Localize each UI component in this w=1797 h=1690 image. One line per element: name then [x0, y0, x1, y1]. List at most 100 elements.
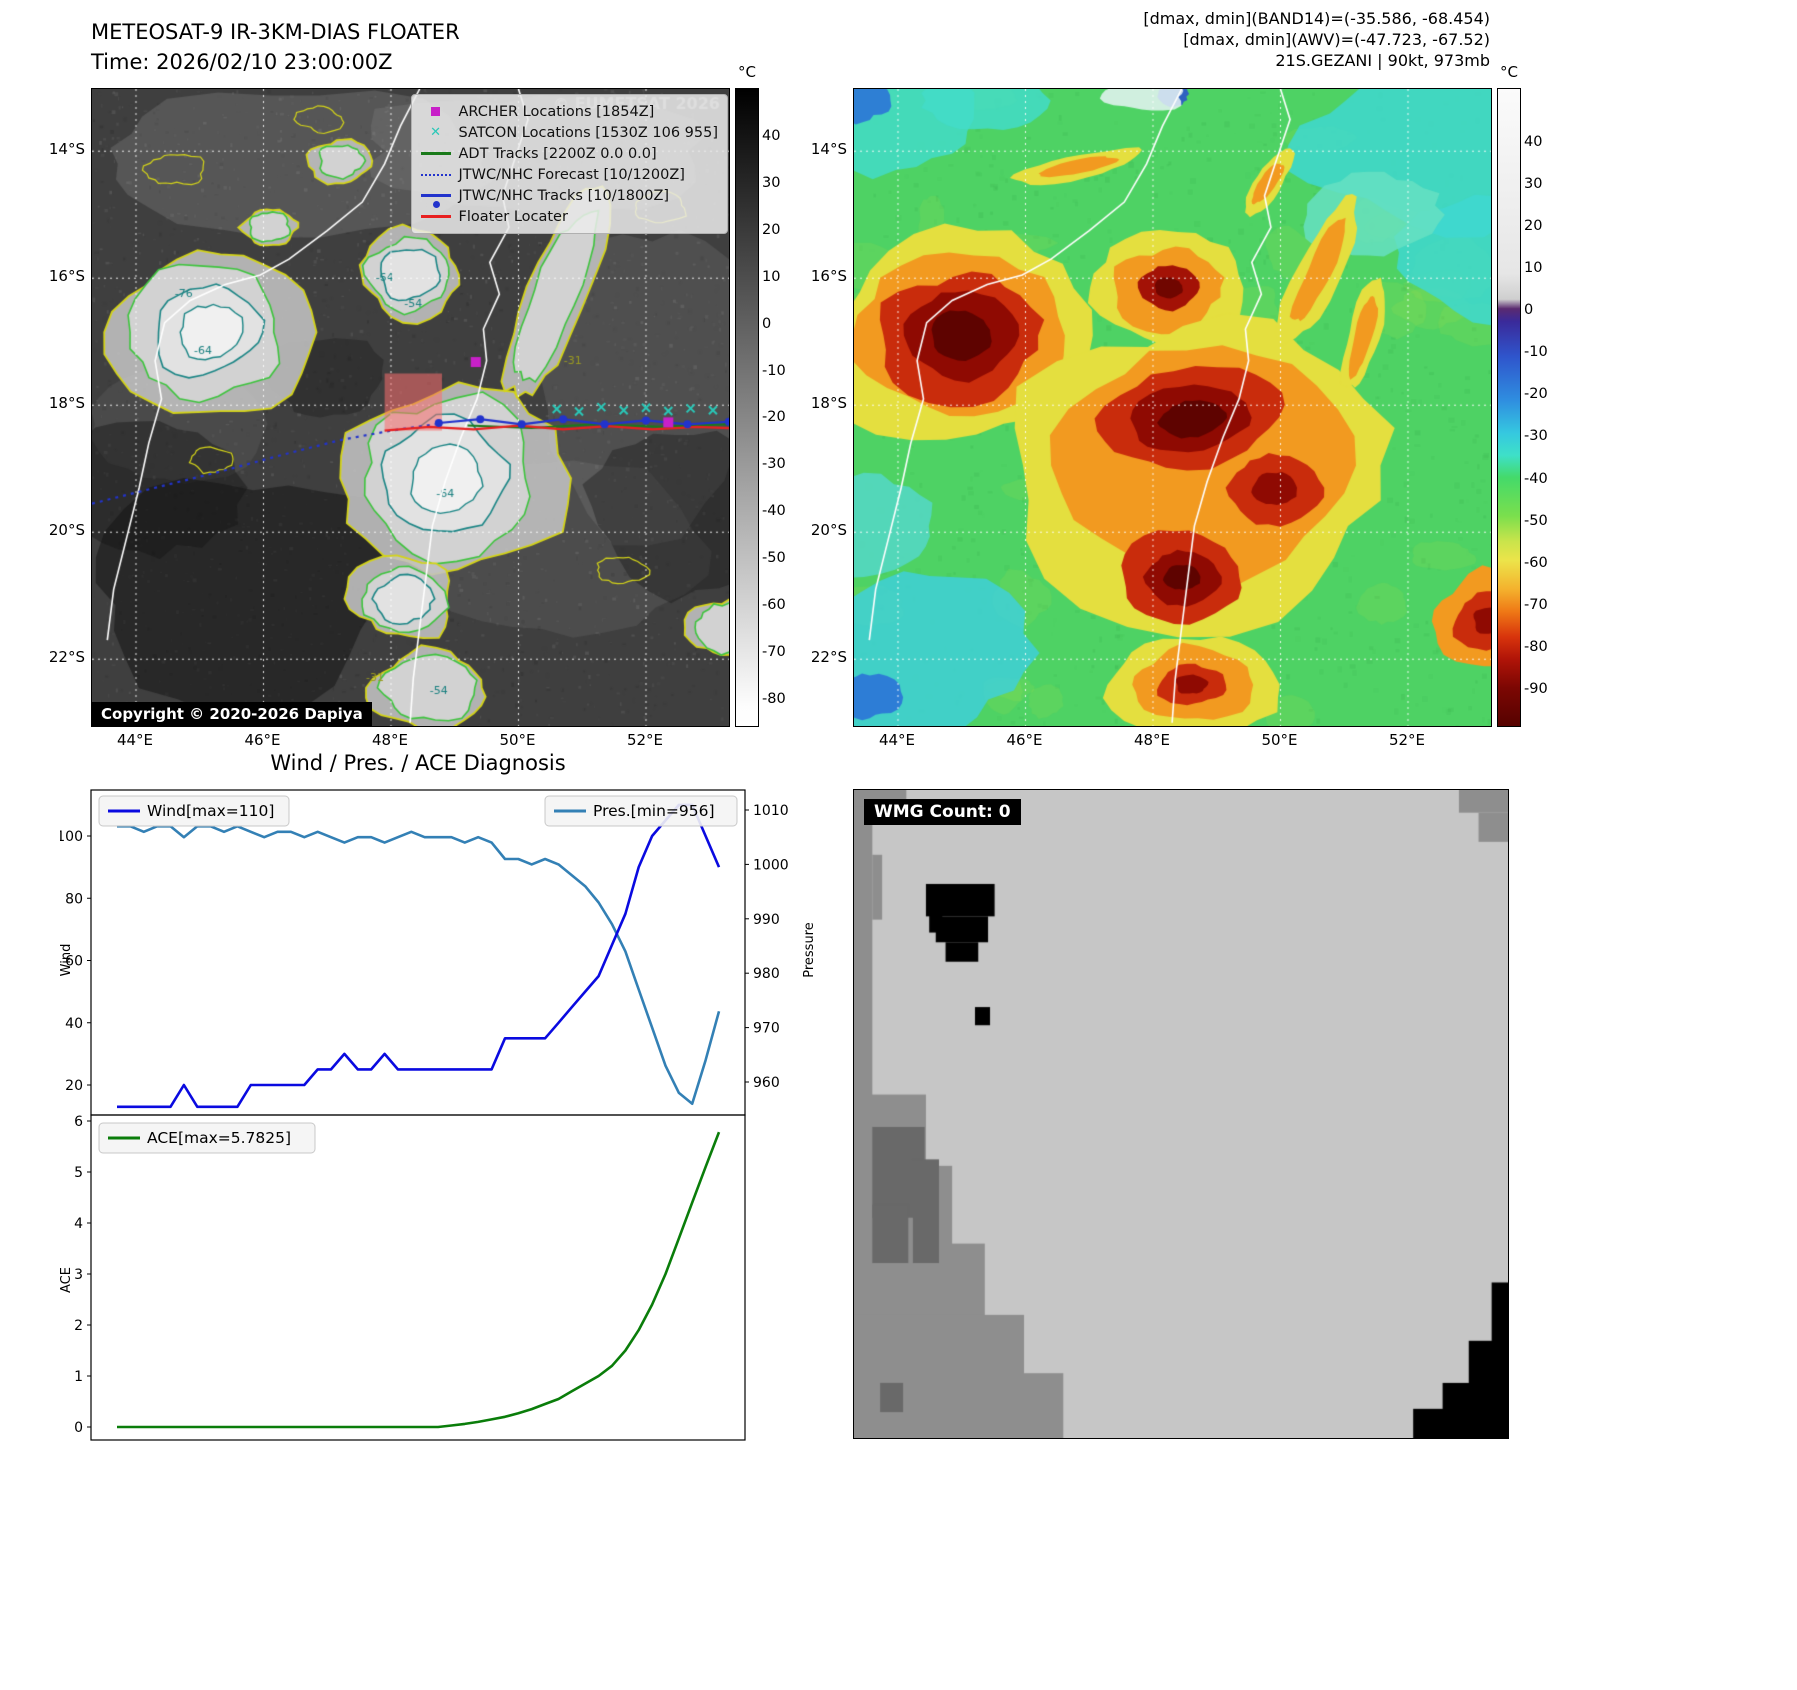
ir-gray-map: ARCHER Locations [1854Z] ✕ SATCON Location…: [91, 88, 730, 727]
colorbar-tick-label: -90: [1524, 681, 1548, 698]
colorbar-tick-label: 0: [762, 315, 772, 332]
pressure-tick-label: 980: [753, 966, 780, 982]
wind-tick-label: 100: [60, 829, 83, 845]
colorbar2-unit: °C: [1500, 63, 1518, 81]
ace-tick-label: 2: [74, 1318, 83, 1334]
legend-item: Floater Locater: [420, 206, 718, 227]
colorbar-tick-label: -10: [1524, 344, 1548, 361]
lat-tick-label: 18°S: [48, 394, 85, 413]
legend-item: ARCHER Locations [1854Z]: [421, 101, 718, 122]
legend-label: ADT Tracks [2200Z 0.0 0.0]: [458, 145, 657, 162]
line-dot-marker-icon: [420, 194, 451, 208]
wind-legend-box: [98, 795, 290, 827]
map-legend: ARCHER Locations [1854Z] ✕ SATCON Location…: [410, 94, 728, 234]
copyright-label: Copyright © 2020-2026 Dapiya: [92, 702, 372, 726]
ir-color-satellite-canvas: [854, 89, 1491, 726]
ace-tick-label: 4: [74, 1216, 83, 1232]
wind-tick-label: 40: [65, 1016, 83, 1032]
x-marker-icon: ✕: [430, 125, 441, 140]
legend-label: Floater Locater: [458, 208, 568, 225]
wind-tick-label: 20: [65, 1078, 83, 1094]
wind-legend-label: Wind[max=110]: [147, 802, 274, 820]
annotation-band14: [dmax, dmin](BAND14)=(-35.586, -68.454): [1143, 9, 1490, 28]
legend-item: JTWC/NHC Tracks [10/1800Z]: [420, 185, 718, 208]
wind-axis-title: Wind: [60, 944, 74, 977]
colorbar-tick-label: 40: [1524, 133, 1543, 150]
legend-label: JTWC/NHC Forecast [10/1200Z]: [458, 166, 685, 183]
lon-tick-label: 52°E: [1388, 731, 1426, 749]
pressure-tick-label: 1010: [753, 803, 789, 819]
legend-label: SATCON Locations [1530Z 106 955]: [458, 124, 718, 141]
colorbar-tick-label: 0: [1524, 302, 1534, 319]
ir-color-map: [853, 88, 1492, 727]
legend-label: ARCHER Locations [1854Z]: [458, 103, 655, 120]
colorbar-tick-label: 20: [1524, 217, 1543, 234]
lat-tick-label: 20°S: [810, 521, 847, 540]
lon-tick-label: 48°E: [371, 731, 409, 749]
storm-label: 21S.GEZANI | 90kt, 973mb: [1275, 51, 1490, 70]
ace-line: [117, 1131, 721, 1429]
legend-item: ADT Tracks [2200Z 0.0 0.0]: [420, 143, 718, 164]
lon-tick-label: 44°E: [878, 731, 916, 749]
enhanced-colorbar: [1497, 88, 1521, 727]
colorbar-tick-label: -70: [1524, 596, 1548, 613]
wind-tick-label: 80: [65, 891, 83, 907]
annotation-block: [dmax, dmin](BAND14)=(-35.586, -68.454) …: [1143, 8, 1490, 71]
dotted-marker-icon: [420, 173, 451, 176]
line-marker-icon: [420, 215, 451, 218]
lat-tick-label: 18°S: [810, 394, 847, 413]
ace-tick-label: 5: [74, 1165, 83, 1181]
colorbar-tick-label: -30: [1524, 428, 1548, 445]
pressure-tick-label: 1000: [753, 857, 789, 873]
lon-tick-label: 46°E: [244, 731, 281, 749]
lon-tick-label: 48°E: [1133, 731, 1171, 749]
lat-tick-label: 22°S: [48, 648, 85, 667]
lon-tick-label: 52°E: [626, 731, 664, 749]
colorbar-tick-label: -10: [762, 362, 786, 379]
legend-item: ✕ SATCON Locations [1530Z 106 955]: [421, 122, 718, 143]
wmg-canvas: [854, 790, 1508, 1438]
chart-title: Wind / Pres. / ACE Diagnosis: [270, 751, 566, 775]
colorbar-tick-label: -80: [1524, 638, 1548, 655]
colorbar-tick-label: 20: [762, 221, 781, 238]
panel1-title: METEOSAT-9 IR-3KM-DIAS FLOATER: [91, 20, 460, 44]
pressure-tick-label: 990: [753, 912, 780, 928]
wmg-count-label: WMG Count: 0: [864, 799, 1021, 825]
ace-axis-title: ACE: [60, 1267, 74, 1293]
lon-tick-label: 44°E: [116, 731, 154, 749]
colorbar-tick-label: -70: [762, 644, 786, 661]
lon-tick-label: 50°E: [499, 731, 536, 749]
lon-tick-label: 46°E: [1006, 731, 1043, 749]
wind-pressure-chart-frame: [90, 789, 746, 1116]
pressure-tick-label: 960: [753, 1075, 780, 1091]
legend-item: JTWC/NHC Forecast [10/1200Z]: [420, 164, 718, 185]
lat-tick-label: 14°S: [810, 140, 847, 159]
annotation-awv: [dmax, dmin](AWV)=(-47.723, -67.52): [1183, 30, 1490, 49]
grayscale-colorbar: [735, 88, 759, 727]
lat-tick-label: 20°S: [48, 521, 85, 540]
pressure-legend-box: [544, 795, 738, 827]
ace-chart-frame: [90, 1114, 746, 1441]
lat-tick-label: 14°S: [48, 140, 85, 159]
colorbar-tick-label: 30: [1524, 175, 1543, 192]
ace-tick-label: 3: [74, 1267, 83, 1283]
pressure-tick-label: 970: [753, 1021, 780, 1037]
wmg-panel: WMG Count: 0: [853, 789, 1509, 1439]
lat-tick-label: 16°S: [810, 267, 847, 286]
colorbar-tick-label: -30: [762, 456, 786, 473]
lon-tick-label: 50°E: [1261, 731, 1298, 749]
wind-line: [117, 803, 721, 1109]
ace-legend-box: [98, 1122, 316, 1154]
colorbar-tick-label: 30: [762, 174, 781, 191]
colorbar-tick-label: -60: [762, 597, 786, 614]
pressure-axis-title: Pressure: [802, 922, 817, 978]
ace-tick-label: 6: [74, 1114, 83, 1130]
pressure-legend-label: Pres.[min=956]: [593, 802, 715, 820]
colorbar-tick-label: 40: [762, 127, 781, 144]
panel1-time: Time: 2026/02/10 23:00:00Z: [91, 50, 393, 74]
colorbar-tick-label: -60: [1524, 554, 1548, 571]
colorbar1-unit: °C: [738, 63, 756, 81]
ace-tick-label: 1: [74, 1369, 83, 1385]
colorbar-tick-label: -20: [1524, 386, 1548, 403]
